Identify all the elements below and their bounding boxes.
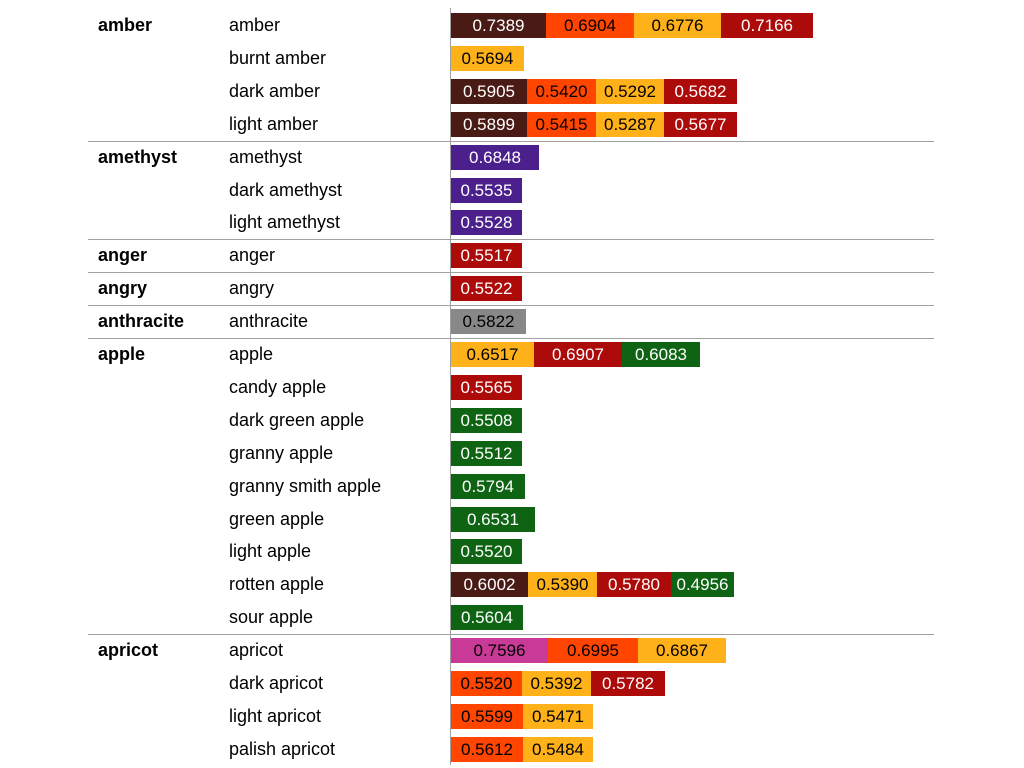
- bar-segment: 0.5512: [451, 441, 522, 466]
- term-label: dark apricot: [229, 673, 324, 693]
- bar-segment: 0.5390: [528, 572, 597, 597]
- bar-segment: 0.6776: [634, 13, 721, 38]
- bar-segment: 0.5535: [451, 178, 522, 203]
- term-label: palish apricot: [229, 739, 336, 759]
- bar-segment: 0.6517: [451, 342, 534, 367]
- bar-segment: 0.5471: [523, 704, 593, 729]
- chart-axis-line: [450, 8, 451, 765]
- group-label: anthracite: [98, 311, 185, 331]
- bar-segment: 0.6867: [638, 638, 726, 663]
- term-label: dark amethyst: [229, 180, 343, 200]
- bar-segment: 0.7166: [721, 13, 813, 38]
- bar-segment: 0.5822: [451, 309, 526, 334]
- bar-segment: 0.6531: [451, 507, 535, 532]
- group-separator: [88, 634, 934, 635]
- bar-segment: 0.5520: [451, 671, 522, 696]
- term-label: granny smith apple: [229, 476, 382, 496]
- group-label: angry: [98, 278, 148, 298]
- term-label: anger: [229, 245, 276, 265]
- bar-segment: 0.5694: [451, 46, 524, 71]
- term-label: amber: [229, 15, 281, 35]
- group-separator: [88, 338, 934, 339]
- bar-segment: 0.5520: [451, 539, 522, 564]
- bar-segment: 0.5522: [451, 276, 522, 301]
- term-label: granny apple: [229, 443, 334, 463]
- term-label: anthracite: [229, 311, 309, 331]
- bar-segment: 0.5905: [451, 79, 527, 104]
- bar-segment: 0.5508: [451, 408, 522, 433]
- bar-segment: 0.5794: [451, 474, 525, 499]
- bar-segment: 0.5682: [664, 79, 737, 104]
- bar-segment: 0.5415: [527, 112, 596, 137]
- term-label: dark amber: [229, 81, 321, 101]
- bar-segment: 0.5517: [451, 243, 522, 268]
- group-separator: [88, 141, 934, 142]
- bar-segment: 0.6848: [451, 145, 539, 170]
- bar-segment: 0.6995: [548, 638, 638, 663]
- bar-segment: 0.5599: [451, 704, 523, 729]
- term-label: green apple: [229, 509, 325, 529]
- term-label: candy apple: [229, 377, 327, 397]
- group-label: apricot: [98, 640, 159, 660]
- bar-segment: 0.7596: [451, 638, 548, 663]
- bar-segment: 0.5899: [451, 112, 527, 137]
- term-label: light amber: [229, 114, 319, 134]
- bar-segment: 0.5604: [451, 605, 523, 630]
- bar-segment: 0.6904: [546, 13, 634, 38]
- bar-segment: 0.5565: [451, 375, 522, 400]
- bar-segment: 0.5392: [522, 671, 591, 696]
- term-label: burnt amber: [229, 48, 327, 68]
- bar-segment: 0.6002: [451, 572, 528, 597]
- group-separator: [88, 272, 934, 273]
- group-label: amber: [98, 15, 153, 35]
- bar-segment: 0.5780: [597, 572, 671, 597]
- term-label: light amethyst: [229, 212, 341, 232]
- term-label: angry: [229, 278, 275, 298]
- bar-segment: 0.5287: [596, 112, 664, 137]
- group-separator: [88, 305, 934, 306]
- bar-segment: 0.5782: [591, 671, 665, 696]
- term-label: sour apple: [229, 607, 314, 627]
- term-label: apple: [229, 344, 274, 364]
- term-label: amethyst: [229, 147, 303, 167]
- group-separator: [88, 239, 934, 240]
- group-label: apple: [98, 344, 146, 364]
- bar-segment: 0.5484: [523, 737, 593, 762]
- group-label: anger: [98, 245, 148, 265]
- term-label: dark green apple: [229, 410, 365, 430]
- term-label: light apricot: [229, 706, 322, 726]
- bar-segment: 0.5292: [596, 79, 664, 104]
- group-label: amethyst: [98, 147, 178, 167]
- term-label: light apple: [229, 541, 312, 561]
- bar-segment: 0.7389: [451, 13, 546, 38]
- bar-segment: 0.5677: [664, 112, 737, 137]
- term-label: apricot: [229, 640, 284, 660]
- bar-segment: 0.5420: [527, 79, 596, 104]
- bar-segment: 0.5528: [451, 210, 522, 235]
- bar-segment: 0.4956: [671, 572, 734, 597]
- bar-segment: 0.5612: [451, 737, 523, 762]
- term-label: rotten apple: [229, 574, 325, 594]
- bar-segment: 0.6907: [534, 342, 622, 367]
- bar-segment: 0.6083: [622, 342, 700, 367]
